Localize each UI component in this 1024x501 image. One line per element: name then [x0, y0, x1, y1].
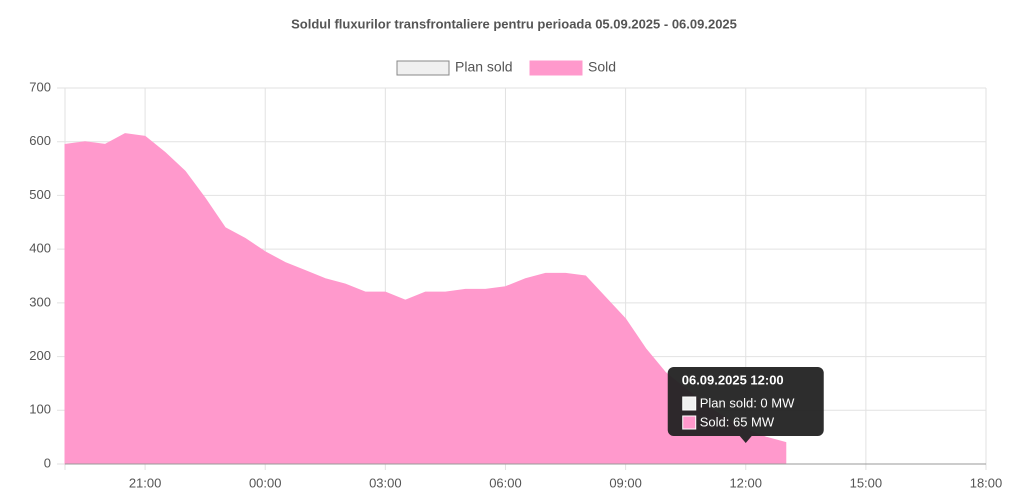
tooltip: 06.09.2025 12:00 Plan sold: 0 MW Sold: 65 … [667, 367, 824, 443]
x-tick-label: 06:00 [489, 475, 522, 490]
chart-title: Soldul fluxurilor transfrontaliere pentr… [291, 16, 737, 31]
y-tick-label: 700 [29, 79, 51, 94]
tooltip-line: Sold: 65 MW [700, 414, 775, 429]
x-tick-label: 03:00 [369, 475, 402, 490]
x-tick-label: 09:00 [609, 475, 642, 490]
legend-label: Sold [588, 59, 616, 75]
tooltip-swatch [682, 396, 697, 411]
legend-swatch [396, 60, 450, 76]
x-tick-label: 18:00 [970, 475, 1003, 490]
tooltip-title: 06.09.2025 12:00 [682, 372, 784, 387]
tooltip-box [667, 367, 824, 443]
x-tick-label: 15:00 [850, 475, 883, 490]
y-tick-label: 400 [29, 241, 51, 256]
y-tick-label: 0 [44, 455, 51, 470]
x-tick-label: 00:00 [249, 475, 282, 490]
tooltip-line: Plan sold: 0 MW [700, 395, 795, 410]
legend-label: Plan sold [455, 59, 513, 75]
y-tick-label: 100 [29, 402, 51, 417]
y-tick-label: 600 [29, 133, 51, 148]
y-tick-label: 200 [29, 348, 51, 363]
legend-swatch [529, 60, 583, 76]
x-tick-label: 21:00 [129, 475, 162, 490]
y-tick-label: 500 [29, 187, 51, 202]
tooltip-swatch [682, 415, 697, 430]
y-tick-label: 300 [29, 294, 51, 309]
x-tick-label: 12:00 [729, 475, 762, 490]
